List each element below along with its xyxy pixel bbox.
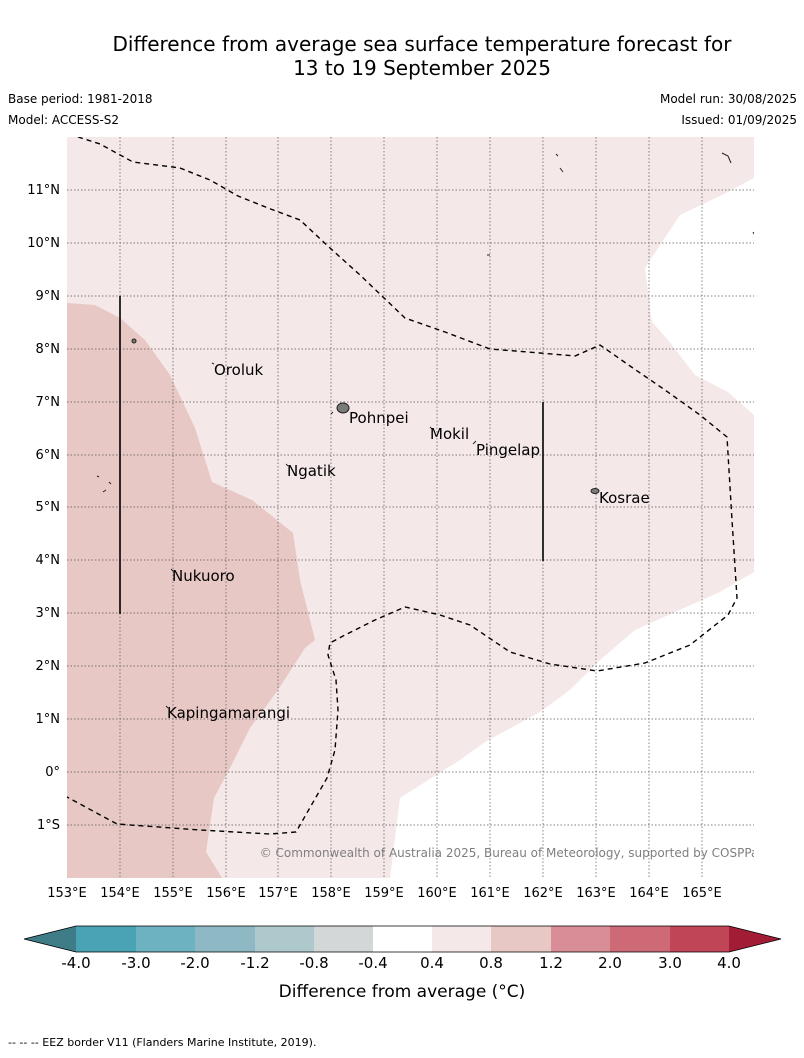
island-label-nukuoro: Nukuoro bbox=[172, 567, 235, 585]
latitude-axis: 11°N 10°N 9°N 8°N 7°N 6°N 5°N 4°N 3°N 2°… bbox=[27, 183, 60, 833]
lat-label: 4°N bbox=[36, 553, 61, 568]
lon-label: 162°E bbox=[523, 886, 563, 901]
colorbar-outline bbox=[23, 925, 782, 953]
lon-label: 164°E bbox=[629, 886, 669, 901]
lon-label: 157°E bbox=[258, 886, 298, 901]
colorbar bbox=[23, 925, 782, 953]
colorbar-tick-label: -0.8 bbox=[299, 954, 328, 972]
lon-label: 153°E bbox=[47, 886, 87, 901]
colorbar-segment bbox=[136, 926, 195, 952]
colorbar-tick-label: 4.0 bbox=[717, 954, 741, 972]
colorbar-segment bbox=[491, 926, 551, 952]
colorbar-segment bbox=[373, 926, 432, 952]
model-run-text: Model run: 30/08/2025 bbox=[659, 92, 797, 106]
copyright-credit: © Commonwealth of Australia 2025, Bureau… bbox=[260, 846, 765, 860]
island-shapes bbox=[96, 152, 754, 709]
colorbar-title: Difference from average (°C) bbox=[279, 982, 526, 1002]
colorbar-segment bbox=[255, 926, 314, 952]
island-label-oroluk: Oroluk bbox=[214, 361, 263, 379]
colorbar-extend-high bbox=[729, 926, 781, 952]
lon-label: 155°E bbox=[153, 886, 193, 901]
longitude-axis: 153°E 154°E 155°E 156°E 157°E 158°E 159°… bbox=[47, 886, 722, 901]
kosrae-island-shape bbox=[590, 488, 600, 494]
colorbar-tick-label: 1.2 bbox=[539, 954, 563, 972]
lon-label: 163°E bbox=[576, 886, 616, 901]
colorbar-tick-label: 3.0 bbox=[658, 954, 682, 972]
lon-label: 156°E bbox=[206, 886, 246, 901]
anomaly-band-neutral bbox=[390, 178, 754, 878]
colorbar-tick-label: -4.0 bbox=[61, 954, 90, 972]
lat-label: 3°N bbox=[36, 606, 61, 621]
lat-label: 5°N bbox=[36, 500, 61, 515]
lon-label: 161°E bbox=[470, 886, 510, 901]
lat-label: 6°N bbox=[36, 448, 61, 463]
island-label-pingelap: Pingelap bbox=[476, 441, 540, 459]
eez-border bbox=[67, 137, 738, 835]
lon-label: 165°E bbox=[682, 886, 722, 901]
colorbar-tick-label: 2.0 bbox=[598, 954, 622, 972]
lon-label: 154°E bbox=[100, 886, 140, 901]
map-panel: Oroluk Pohnpei Mokil Pingelap Ngatik Kos… bbox=[67, 137, 765, 878]
lat-label: 1°S bbox=[37, 818, 60, 833]
model-text: Model: ACCESS-S2 bbox=[8, 113, 120, 127]
lat-label: 2°N bbox=[36, 659, 61, 674]
colorbar-segment bbox=[551, 926, 610, 952]
lat-label: 8°N bbox=[36, 342, 61, 357]
base-period-text: Base period: 1981-2018 bbox=[8, 92, 153, 106]
island-label-mokil: Mokil bbox=[430, 425, 469, 443]
colorbar-tick-label: 0.4 bbox=[420, 954, 444, 972]
pohnpei-island-shape bbox=[336, 402, 350, 414]
title-line-2: 13 to 19 September 2025 bbox=[293, 56, 551, 80]
lon-label: 159°E bbox=[364, 886, 404, 901]
lat-label: 10°N bbox=[27, 236, 60, 251]
colorbar-tick-labels: -4.0 -3.0 -2.0 -1.2 -0.8 -0.4 0.4 0.8 1.… bbox=[61, 954, 741, 972]
map-gridlines bbox=[67, 137, 754, 878]
lat-label: 7°N bbox=[36, 395, 61, 410]
lat-label: 0° bbox=[45, 765, 60, 780]
colorbar-tick-label: 0.8 bbox=[479, 954, 503, 972]
lon-label: 158°E bbox=[311, 886, 351, 901]
colorbar-segment bbox=[76, 926, 136, 952]
island-label-ngatik: Ngatik bbox=[287, 462, 336, 480]
colorbar-tick-label: -0.4 bbox=[358, 954, 387, 972]
colorbar-segment bbox=[314, 926, 373, 952]
colorbar-tick-label: -3.0 bbox=[121, 954, 150, 972]
colorbar-segment bbox=[195, 926, 255, 952]
title-line-1: Difference from average sea surface temp… bbox=[112, 32, 732, 56]
lat-label: 9°N bbox=[36, 289, 61, 304]
colorbar-segment bbox=[432, 926, 491, 952]
colorbar-segment bbox=[670, 926, 729, 952]
colorbar-tick-label: -1.2 bbox=[240, 954, 269, 972]
lat-label: 11°N bbox=[27, 183, 60, 198]
eez-footnote: -- -- -- EEZ border V11 (Flanders Marine… bbox=[8, 1036, 317, 1049]
anomaly-band-0-8-to-1-2 bbox=[67, 303, 315, 878]
colorbar-segment bbox=[610, 926, 670, 952]
issued-text: Issued: 01/09/2025 bbox=[681, 113, 797, 127]
colorbar-tick-label: -2.0 bbox=[180, 954, 209, 972]
colorbar-extend-low bbox=[24, 926, 76, 952]
lon-label: 160°E bbox=[417, 886, 457, 901]
island-label-kosrae: Kosrae bbox=[599, 489, 650, 507]
islet-shape bbox=[131, 338, 137, 344]
lat-label: 1°N bbox=[36, 712, 61, 727]
island-label-kapingamarangi: Kapingamarangi bbox=[167, 704, 290, 722]
island-label-pohnpei: Pohnpei bbox=[349, 409, 409, 427]
map-title: Difference from average sea surface temp… bbox=[0, 32, 804, 80]
